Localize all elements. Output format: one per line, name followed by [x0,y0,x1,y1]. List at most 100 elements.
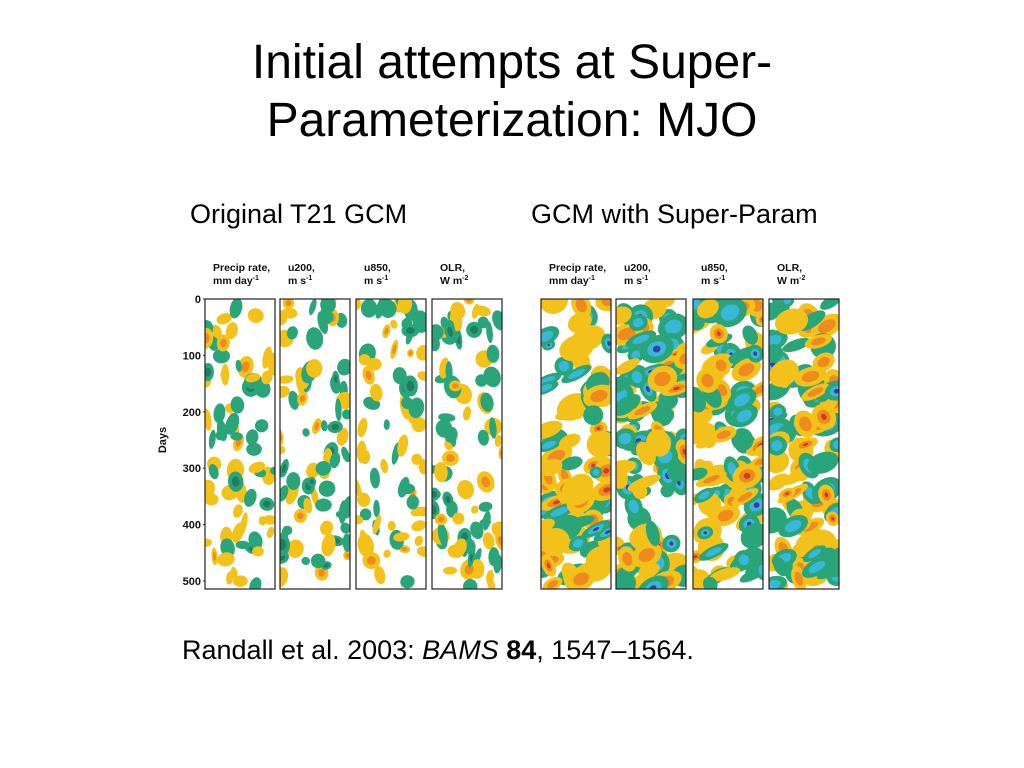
contour-blob-core [616,463,626,474]
contour-blob-core [828,396,839,409]
contour-blob [657,462,678,490]
contour-blob [312,418,322,435]
contour-blob [280,428,284,445]
contour-blob [443,375,462,399]
contour-blob [773,351,790,368]
contour-blob [449,380,462,392]
contour-blob [484,417,502,436]
contour-blob [358,343,376,364]
contour-blob [280,550,289,564]
contour-blob [233,504,243,518]
contour-blob [701,353,734,376]
contour-blob-core [620,307,631,320]
subtitle-original-gcm: Original T21 GCM [190,199,408,229]
contour-blob [560,496,593,525]
contour-blob [693,310,705,331]
panel-frame [540,298,612,590]
contour-blob [562,516,580,542]
contour-blob [732,463,762,489]
contour-blob-core [616,567,631,578]
contour-blob [471,303,480,319]
contour-blob [598,430,611,457]
contour-blob-core [702,401,718,410]
contour-blob [213,403,226,424]
contour-blob [589,486,611,514]
contour-blob-core [702,474,720,484]
contour-blob [563,569,580,589]
contour-blob-core [700,529,710,537]
contour-blob-core [575,299,587,313]
contour-blob [407,348,414,358]
contour-blob-core [813,420,827,431]
contour-blob-core [660,435,672,447]
contour-blob-core [621,581,637,589]
citation: Randall et al. 2003: BAMS 84, 1547–1564. [182,633,694,667]
contour-blob [718,483,738,506]
contour-blob [363,396,381,410]
contour-blob [585,372,610,394]
contour-blob-peak [665,364,672,371]
contour-blob [726,555,744,570]
contour-blob [631,474,645,490]
contour-blob [820,299,839,310]
contour-blob [754,560,763,581]
contour-blob [789,414,808,437]
contour-blob-core [717,425,726,436]
contour-blob-peak [716,331,721,336]
contour-blob [794,410,817,438]
contour-blob [616,303,635,325]
contour-blob-core [469,549,474,562]
contour-blob-core [633,320,647,330]
contour-blob [693,319,711,335]
contour-blob [235,540,250,550]
contour-blob-core [701,373,714,388]
contour-blob [245,373,261,383]
contour-blob [319,300,331,324]
contour-blob [786,498,804,522]
contour-blob [541,477,557,494]
contour-blob-peak [603,467,610,474]
contour-blob [310,553,326,569]
contour-blob-core [628,499,639,514]
contour-blob [453,538,467,558]
contour-blob-peak [680,382,686,389]
contour-blob-core [432,490,437,498]
contour-blob [449,427,457,447]
contour-blob [714,421,730,440]
contour-blob-core [432,505,437,515]
contour-blob [783,464,813,486]
contour-blob [400,575,415,589]
contour-blob [816,563,839,580]
contour-blob [356,515,364,525]
contour-blob-core [657,448,673,464]
contour-blob-core [824,486,832,495]
contour-blob-core [541,552,551,566]
contour-blob [411,520,426,532]
contour-blob-core [752,439,763,452]
contour-blob [362,366,375,385]
contour-blob [261,466,275,485]
panel-contours [616,299,686,589]
contour-blob-core [743,518,755,530]
contour-blob-core [709,397,724,411]
contour-blob [239,512,248,536]
contour-blob-core [697,463,707,476]
contour-blob [625,457,643,475]
contour-blob-core [693,553,702,561]
contour-blob [460,558,479,580]
contour-blob [248,461,266,474]
y-axis-label: Days [157,427,169,453]
contour-blob-core [733,301,750,313]
contour-blob [616,337,640,354]
contour-blob [446,500,458,518]
contour-blob [616,543,627,554]
contour-blob-core [623,370,640,382]
contour-blob [310,486,319,507]
contour-blob [471,505,479,514]
contour-blob [632,527,647,550]
contour-blob [801,563,827,587]
contour-blob [387,520,396,531]
contour-blob [205,408,212,431]
citation-journal: BAMS [422,635,499,665]
contour-blob [769,404,787,420]
